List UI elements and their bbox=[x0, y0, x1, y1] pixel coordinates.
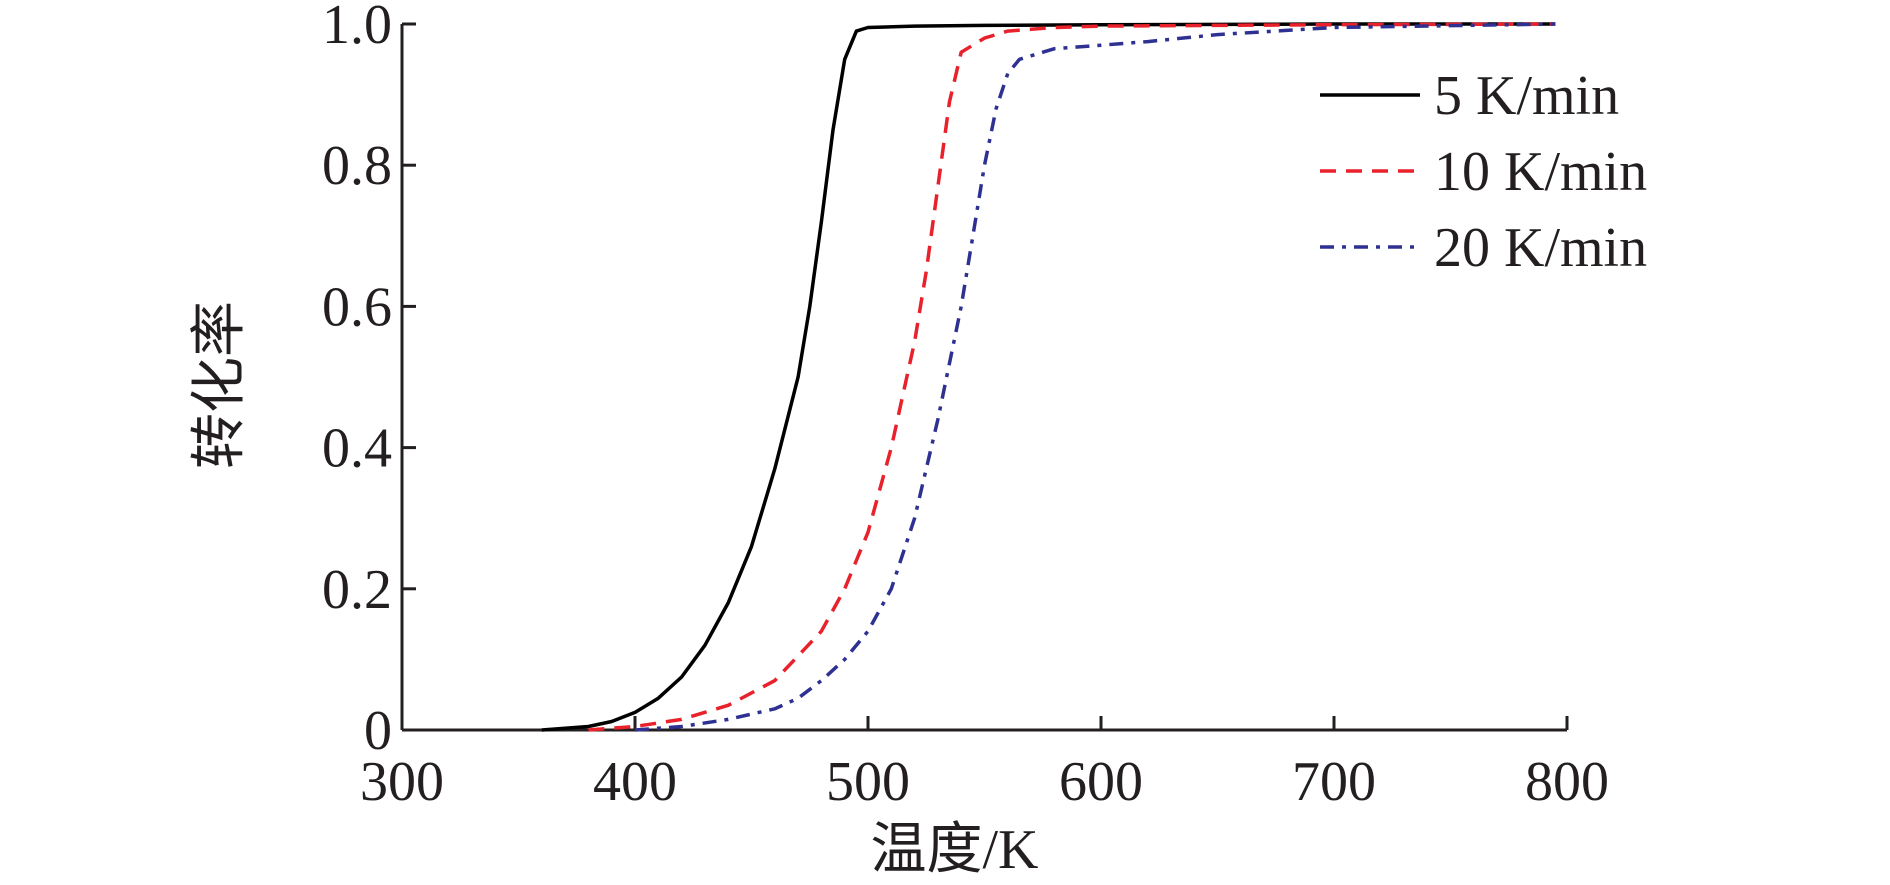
x-tick-label: 700 bbox=[1292, 751, 1376, 813]
y-axis-title: 转化率 bbox=[189, 301, 251, 469]
x-tick-label: 800 bbox=[1525, 751, 1609, 813]
series-line-1 bbox=[541, 22, 1556, 732]
series-line-3 bbox=[634, 22, 1556, 732]
series-line-2 bbox=[588, 22, 1556, 732]
y-ticks: 0 0.2 0.4 0.6 0.8 1.0 bbox=[322, 0, 416, 762]
x-tick-label: 400 bbox=[593, 751, 677, 813]
y-tick-label: 1.0 bbox=[322, 0, 392, 56]
legend: 5 K/min 10 K/min 20 K/min bbox=[1320, 65, 1647, 279]
legend-label-3: 20 K/min bbox=[1434, 217, 1647, 279]
x-tick-label: 600 bbox=[1059, 751, 1143, 813]
legend-label-1: 5 K/min bbox=[1434, 65, 1619, 127]
x-ticks: 300 400 500 600 700 800 bbox=[360, 716, 1609, 813]
y-tick-label: 0.2 bbox=[322, 559, 392, 621]
y-tick-label: 0 bbox=[364, 700, 392, 762]
x-axis-title: 温度/K bbox=[871, 819, 1039, 881]
plot-area: 300 400 500 600 700 800 0 0.2 0.4 0.6 0.8 1.0 bbox=[322, 0, 1609, 813]
x-tick-label: 300 bbox=[360, 751, 444, 813]
y-tick-label: 0.6 bbox=[322, 276, 392, 338]
x-tick-label: 500 bbox=[826, 751, 910, 813]
y-tick-label: 0.8 bbox=[322, 135, 392, 197]
legend-label-2: 10 K/min bbox=[1434, 141, 1647, 203]
y-tick-label: 0.4 bbox=[322, 418, 392, 480]
series-group bbox=[541, 22, 1556, 732]
